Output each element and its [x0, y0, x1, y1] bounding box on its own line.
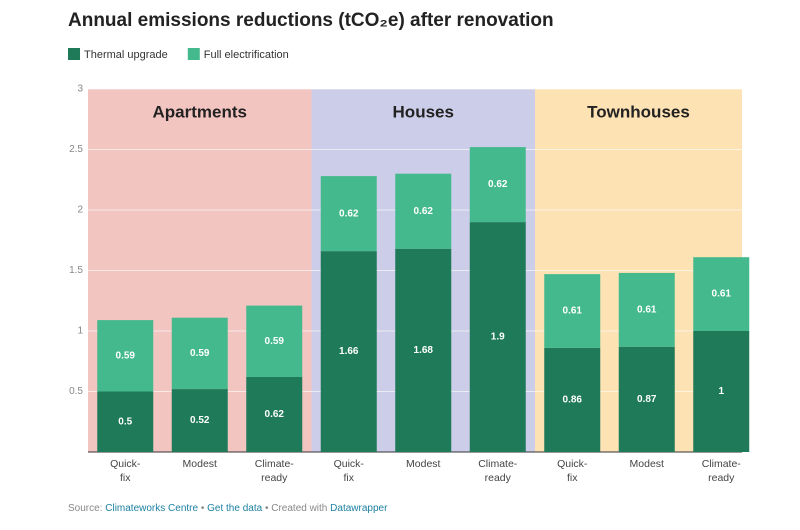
legend: Thermal upgrade Full electrification [68, 48, 289, 61]
y-tick-label: 2.5 [69, 144, 83, 155]
bar-segment [693, 331, 750, 452]
value-label: 0.62 [265, 409, 285, 420]
bar-segment [693, 257, 750, 331]
legend-label: Thermal upgrade [84, 49, 168, 61]
bar-segment [618, 346, 675, 452]
y-tick-label: 2 [77, 205, 83, 216]
bar-segment [395, 173, 452, 249]
bar-segment [544, 274, 601, 348]
bar-segment [246, 376, 303, 452]
value-label: 0.87 [637, 394, 657, 405]
chart-title: Annual emissions reductions (tCO₂e) afte… [68, 10, 554, 31]
bar-segment [469, 147, 526, 223]
bar-segment [618, 272, 675, 347]
bar-segment [97, 391, 154, 452]
value-label: 1.68 [414, 345, 434, 356]
legend-label: Full electrification [204, 49, 289, 61]
plot: Apartments Houses Townhouses 0.5 1 1.5 2 2.5 3 0.… [69, 84, 750, 484]
source-label: Source: [68, 503, 103, 514]
value-label: 1.9 [491, 332, 505, 343]
value-label: 0.52 [190, 415, 210, 426]
value-label: 0.59 [116, 350, 136, 361]
bar-segment [469, 222, 526, 452]
source-link[interactable]: Climateworks Centre [105, 503, 199, 514]
group-label: Apartments [153, 102, 247, 121]
value-label: 0.61 [563, 306, 583, 317]
y-tick-label: 1 [77, 326, 83, 337]
legend-swatch [68, 48, 80, 60]
x-tick-label: Quick-fix [110, 458, 141, 484]
footer: Source: Climateworks Centre • Get the da… [68, 503, 388, 514]
tool-link[interactable]: Datawrapper [330, 503, 388, 514]
data-link[interactable]: Get the data [207, 503, 263, 514]
x-tick-label: Climate-ready [702, 458, 742, 484]
value-label: 0.62 [339, 208, 359, 219]
bar-segment [544, 347, 601, 452]
bar-segment [97, 320, 154, 392]
value-label: 0.5 [118, 416, 132, 427]
x-tick-label: Quick-fix [334, 458, 365, 484]
value-label: 0.61 [712, 289, 732, 300]
bar-segment [395, 248, 452, 452]
bar-segment [320, 176, 377, 252]
value-label: 1 [718, 386, 724, 397]
value-label: 0.59 [265, 336, 285, 347]
created-label: Created with [271, 503, 328, 514]
group-label: Houses [393, 102, 454, 121]
bar-segment [320, 251, 377, 452]
x-tick-label: Modest [406, 458, 441, 470]
value-label: 1.66 [339, 346, 359, 357]
value-label: 0.62 [488, 179, 508, 190]
value-label: 0.61 [637, 304, 657, 315]
value-label: 0.62 [414, 206, 434, 217]
bar-segment [171, 389, 228, 452]
x-tick-label: Modest [630, 458, 665, 470]
x-tick-label: Climate-ready [478, 458, 518, 484]
y-tick-label: 3 [77, 84, 83, 95]
x-tick-label: Climate-ready [255, 458, 295, 484]
legend-swatch [187, 48, 200, 60]
bar-segment [171, 317, 228, 390]
y-tick-label: 0.5 [69, 386, 83, 397]
value-label: 0.86 [563, 395, 583, 406]
x-tick-label: Modest [183, 458, 218, 470]
x-tick-label: Quick-fix [557, 458, 588, 484]
y-tick-label: 1.5 [69, 265, 83, 276]
group-label: Townhouses [587, 102, 690, 121]
value-label: 0.59 [190, 348, 210, 359]
bar-segment [246, 305, 303, 377]
